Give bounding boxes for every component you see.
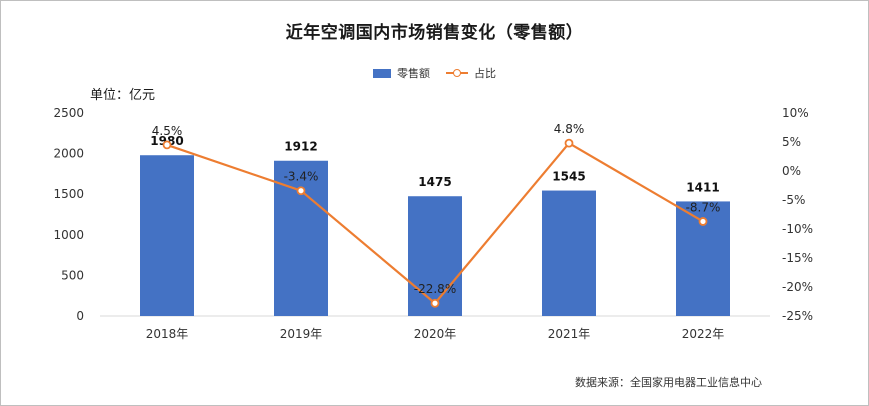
line-value-label: -3.4% — [284, 170, 319, 184]
line-value-label: -22.8% — [414, 282, 456, 296]
line-value-label: 4.5% — [152, 124, 183, 138]
y-right-tick-label: -5% — [782, 193, 805, 207]
chart-legend: 零售额 占比 — [0, 65, 869, 81]
y-right-tick-label: 10% — [782, 106, 809, 120]
bar-value-label: 1912 — [284, 140, 317, 154]
line-point — [430, 298, 440, 308]
line-point — [564, 138, 574, 148]
legend-item-retail: 零售额 — [373, 65, 430, 81]
x-tick-label: 2018年 — [146, 327, 189, 341]
y-axis-unit-label: 单位：亿元 — [90, 88, 156, 103]
y-right-tick-label: -25% — [782, 309, 813, 323]
legend-label-share: 占比 — [474, 67, 496, 80]
bar-value-label: 1475 — [418, 175, 451, 189]
y-right-tick-label: -10% — [782, 222, 813, 236]
legend-bar-swatch-icon — [373, 68, 391, 78]
chart-title: 近年空调国内市场销售变化（零售额） — [285, 23, 584, 43]
y-left-tick-label: 500 — [61, 268, 84, 282]
y-left-tick-label: 1000 — [53, 228, 84, 242]
bar-value-label: 1545 — [552, 170, 585, 184]
x-tick-label: 2021年 — [548, 327, 591, 341]
line-point — [162, 140, 172, 150]
y-right-tick-label: -20% — [782, 280, 813, 294]
line-value-label: -8.7% — [686, 200, 721, 214]
x-tick-label: 2020年 — [414, 327, 457, 341]
legend-line-marker-icon — [446, 68, 468, 78]
y-left-tick-label: 2000 — [53, 147, 84, 161]
y-left-tick-label: 0 — [76, 309, 84, 323]
bar-value-label: 1411 — [686, 180, 719, 194]
legend-label-retail: 零售额 — [397, 67, 430, 80]
legend-item-share: 占比 — [446, 65, 496, 81]
line-point — [296, 186, 306, 196]
bar — [140, 155, 194, 316]
data-source-note: 数据来源：全国家用电器工业信息中心 — [575, 376, 762, 389]
line-point — [698, 217, 708, 226]
x-tick-label: 2022年 — [682, 327, 725, 341]
bar — [542, 190, 596, 316]
bar — [408, 196, 462, 316]
y-left-tick-label: 2500 — [53, 106, 84, 120]
y-left-tick-label: 1500 — [53, 187, 84, 201]
line-value-label: 4.8% — [554, 122, 585, 136]
y-right-tick-label: 0% — [782, 164, 801, 178]
y-right-tick-label: 5% — [782, 135, 801, 149]
y-right-tick-label: -15% — [782, 251, 813, 265]
x-tick-label: 2019年 — [280, 327, 323, 341]
